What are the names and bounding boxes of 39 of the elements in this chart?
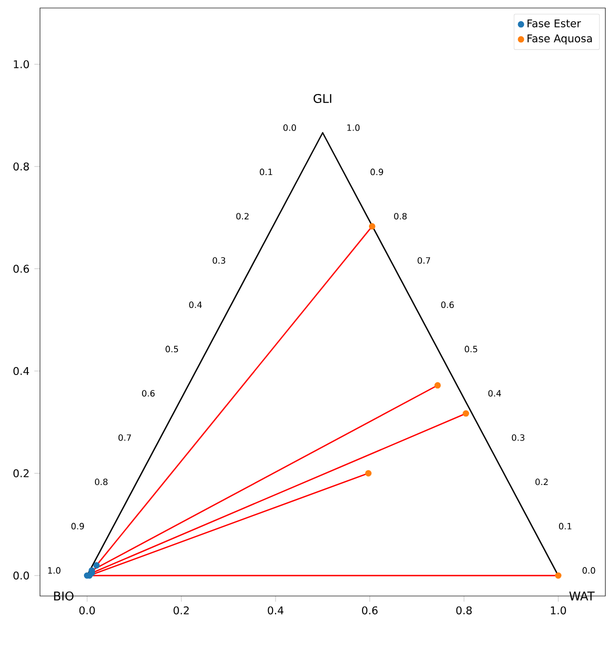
annotation: 1.0 bbox=[347, 124, 360, 131]
y-tick-label: 0.2 bbox=[13, 469, 29, 478]
y-tick-label: 1.0 bbox=[14, 60, 29, 68]
annotation: 0.5 bbox=[166, 346, 178, 352]
y-tick-label: 0.6 bbox=[13, 264, 29, 273]
annotation: 1.0 bbox=[48, 567, 60, 574]
annotation: GLI bbox=[314, 94, 332, 104]
x-tick-label: 0.0 bbox=[79, 606, 95, 614]
x-tick-label: 1.0 bbox=[550, 606, 566, 614]
x-tick-label: 0.2 bbox=[174, 606, 189, 614]
annotation: 0.8 bbox=[394, 212, 407, 220]
annotation: BIO bbox=[54, 591, 74, 601]
annotation: 0.1 bbox=[558, 522, 572, 530]
y-tick-label: 0.8 bbox=[13, 162, 29, 171]
annotation: 0.6 bbox=[441, 302, 454, 308]
annotation: 0.2 bbox=[236, 212, 249, 220]
annotation: 0.0 bbox=[283, 124, 296, 131]
annotation: 0.9 bbox=[71, 522, 84, 530]
annotation: 0.1 bbox=[260, 168, 272, 176]
y-tick-label: 0.4 bbox=[13, 366, 30, 376]
annotation: 0.3 bbox=[512, 434, 524, 441]
annotation: WAT bbox=[569, 592, 595, 600]
annotation: 0.6 bbox=[142, 390, 155, 397]
annotation: 0.4 bbox=[488, 390, 501, 397]
annotation: 0.7 bbox=[418, 257, 430, 264]
y-tick-label: 0.0 bbox=[13, 572, 29, 580]
annotation: 0.8 bbox=[94, 478, 108, 486]
annotation: 0.4 bbox=[189, 302, 202, 308]
legend-label: Fase Aquosa bbox=[528, 34, 592, 44]
annotation: 0.9 bbox=[370, 168, 384, 176]
annotation: 0.0 bbox=[582, 567, 596, 574]
x-tick-label: 0.8 bbox=[456, 606, 472, 614]
x-tick-label: 0.6 bbox=[362, 606, 378, 614]
x-tick-label: 0.4 bbox=[268, 606, 284, 614]
legend-label: Fase Ester bbox=[528, 19, 581, 28]
annotation: 0.5 bbox=[464, 346, 478, 352]
annotation: 0.3 bbox=[212, 257, 226, 264]
annotation: 0.7 bbox=[118, 434, 131, 441]
annotation: 0.2 bbox=[535, 478, 548, 486]
